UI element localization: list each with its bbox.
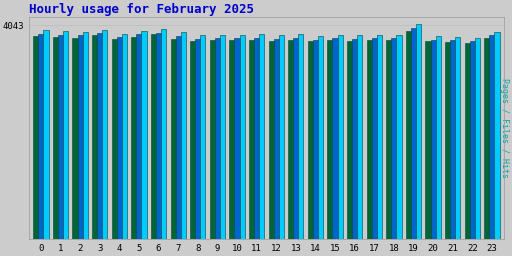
Bar [63, 31, 68, 239]
Bar [357, 36, 362, 239]
Bar [445, 42, 450, 239]
Bar [161, 29, 166, 239]
Bar [352, 39, 357, 239]
Bar [234, 38, 240, 239]
Bar [249, 40, 254, 239]
Bar [215, 38, 220, 239]
Bar [53, 37, 58, 239]
Bar [416, 24, 421, 239]
Bar [298, 34, 304, 239]
Bar [131, 37, 136, 239]
Bar [181, 32, 186, 239]
Bar [141, 31, 146, 239]
Bar [293, 38, 298, 239]
Bar [151, 34, 156, 239]
Bar [220, 35, 225, 239]
Bar [436, 36, 441, 239]
Bar [210, 40, 215, 239]
Bar [33, 36, 38, 239]
Bar [377, 35, 382, 239]
Bar [327, 40, 332, 239]
Text: Hourly usage for February 2025: Hourly usage for February 2025 [29, 3, 254, 16]
Bar [190, 41, 195, 239]
Bar [386, 40, 391, 239]
Bar [58, 35, 63, 239]
Bar [117, 37, 122, 239]
Bar [308, 41, 313, 239]
Bar [195, 39, 200, 239]
Bar [136, 34, 141, 239]
Bar [347, 41, 352, 239]
Bar [337, 35, 343, 239]
Bar [170, 39, 176, 239]
Bar [200, 36, 205, 239]
Bar [367, 40, 372, 239]
Bar [372, 38, 377, 239]
Bar [82, 32, 88, 239]
Bar [318, 36, 323, 239]
Bar [73, 38, 78, 239]
Bar [122, 34, 127, 239]
Bar [229, 40, 234, 239]
Bar [240, 35, 245, 239]
Bar [78, 36, 82, 239]
Bar [470, 41, 475, 239]
Bar [259, 34, 264, 239]
Bar [44, 30, 49, 239]
Bar [450, 40, 455, 239]
Y-axis label: Pages / Files / Hits: Pages / Files / Hits [500, 78, 509, 178]
Bar [112, 39, 117, 239]
Bar [279, 36, 284, 239]
Bar [391, 38, 396, 239]
Bar [273, 39, 279, 239]
Bar [92, 36, 97, 239]
Bar [288, 40, 293, 239]
Bar [406, 31, 411, 239]
Bar [484, 38, 489, 239]
Bar [431, 40, 436, 239]
Bar [102, 30, 108, 239]
Bar [97, 33, 102, 239]
Bar [455, 37, 460, 239]
Bar [254, 38, 259, 239]
Bar [495, 32, 500, 239]
Bar [313, 40, 318, 239]
Bar [176, 36, 181, 239]
Bar [156, 33, 161, 239]
Bar [489, 36, 495, 239]
Bar [38, 34, 44, 239]
Bar [269, 41, 273, 239]
Bar [411, 28, 416, 239]
Bar [475, 38, 480, 239]
Bar [396, 35, 401, 239]
Bar [425, 41, 431, 239]
Bar [332, 38, 337, 239]
Bar [465, 44, 470, 239]
